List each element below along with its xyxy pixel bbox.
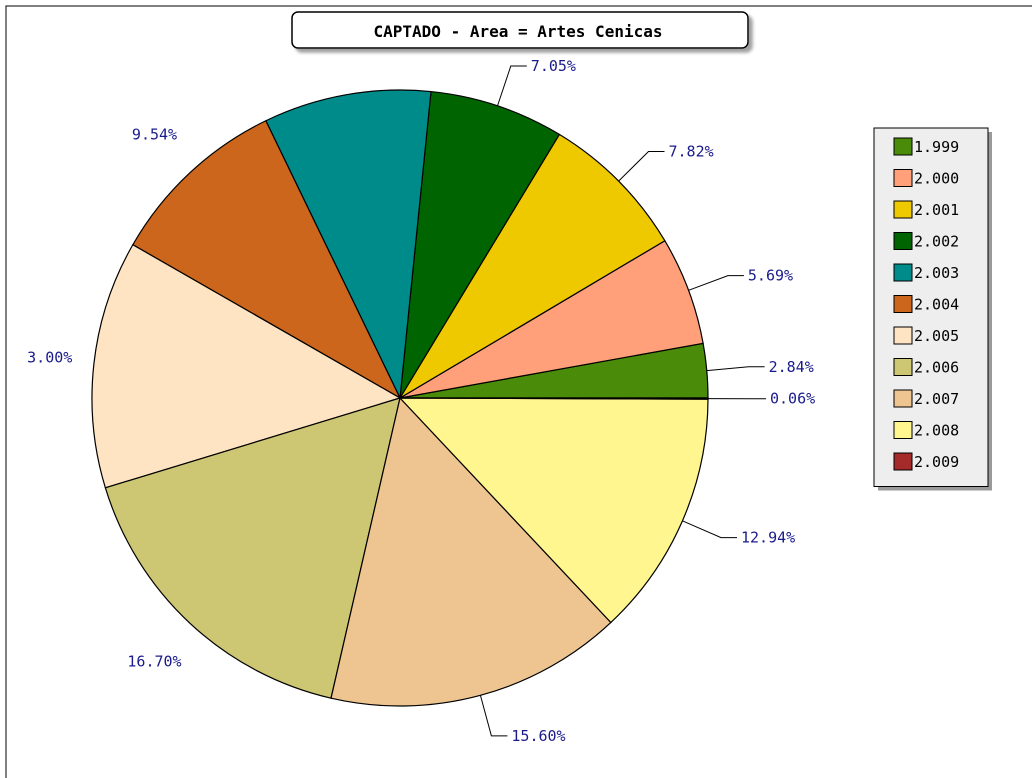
pie-slice-2.003 (265, 89, 432, 401)
percent-label-2.008: 12.94% (741, 529, 795, 547)
pie-slice-2.001 (399, 133, 666, 399)
legend-swatch-1.999 (893, 137, 913, 156)
percent-label-2.001: 7.82% (669, 143, 714, 161)
leader-line-2.001 (618, 151, 665, 182)
percent-labels: 2.84%5.69%7.82%7.05%8.78%9.54%3.00%16.70… (27, 35, 815, 745)
legend-swatch-2.007 (893, 389, 913, 408)
percent-label-2.007: 15.60% (511, 727, 565, 745)
percent-label-2.002: 7.05% (531, 57, 576, 75)
leader-line-2.007 (479, 695, 508, 737)
legend-label-2.003: 2.003 (914, 264, 959, 282)
title-frame (291, 11, 749, 49)
leader-lines (479, 65, 766, 737)
legend-label-2.004: 2.004 (914, 296, 959, 314)
legend-swatch-2.008 (893, 421, 913, 439)
leader-line-2.002 (497, 65, 527, 107)
legend-label-1.999: 1.999 (914, 138, 959, 156)
legend-label-2.007: 2.007 (914, 390, 959, 408)
legend-label-2.009: 2.009 (914, 453, 959, 471)
legend-label-2.005: 2.005 (914, 327, 959, 345)
legend: 1.999 2.000 2.001 2.002 2.003 2.004 2.005 2.006… (873, 127, 992, 491)
pie-slice-2.007 (330, 396, 612, 707)
pie-slices (91, 89, 709, 707)
leader-line-1.999 (706, 366, 765, 372)
legend-swatch-2.001 (893, 200, 913, 219)
pie-slice-2.006 (104, 397, 401, 699)
chart-title: CAPTADO - Area = Artes Cenicas (374, 22, 663, 41)
legend-swatch-2.002 (893, 232, 913, 250)
pie-slice-2.004 (132, 119, 402, 400)
legend-label-2.002: 2.002 (914, 233, 959, 251)
legend-swatch-2.004 (893, 295, 913, 313)
legend-swatch-2.006 (893, 358, 913, 376)
legend-swatch-2.009 (893, 452, 913, 471)
legend-label-2.006: 2.006 (914, 359, 959, 377)
legend-label-2.008: 2.008 (914, 422, 959, 440)
legend-swatch-2.003 (893, 263, 913, 282)
percent-label-2.009: 0.06% (770, 390, 815, 408)
leader-line-2.000 (688, 275, 744, 291)
legend-label-2.001: 2.001 (914, 201, 959, 219)
percent-label-1.999: 2.84% (769, 358, 814, 376)
leader-line-2.008 (682, 520, 737, 539)
legend-swatch-2.005 (893, 326, 913, 345)
legend-label-2.000: 2.000 (914, 170, 959, 188)
legend-swatch-2.000 (893, 169, 913, 187)
legend-box (873, 127, 989, 487)
pie-slice-2.005 (91, 243, 402, 489)
percent-label-2.000: 5.69% (748, 267, 793, 285)
percent-label-2.004: 9.54% (132, 126, 177, 144)
chart-title-box: CAPTADO - Area = Artes Cenicas (291, 11, 749, 49)
percent-label-2.005: 3.00% (27, 349, 72, 367)
percent-label-2.006: 16.70% (127, 652, 181, 670)
